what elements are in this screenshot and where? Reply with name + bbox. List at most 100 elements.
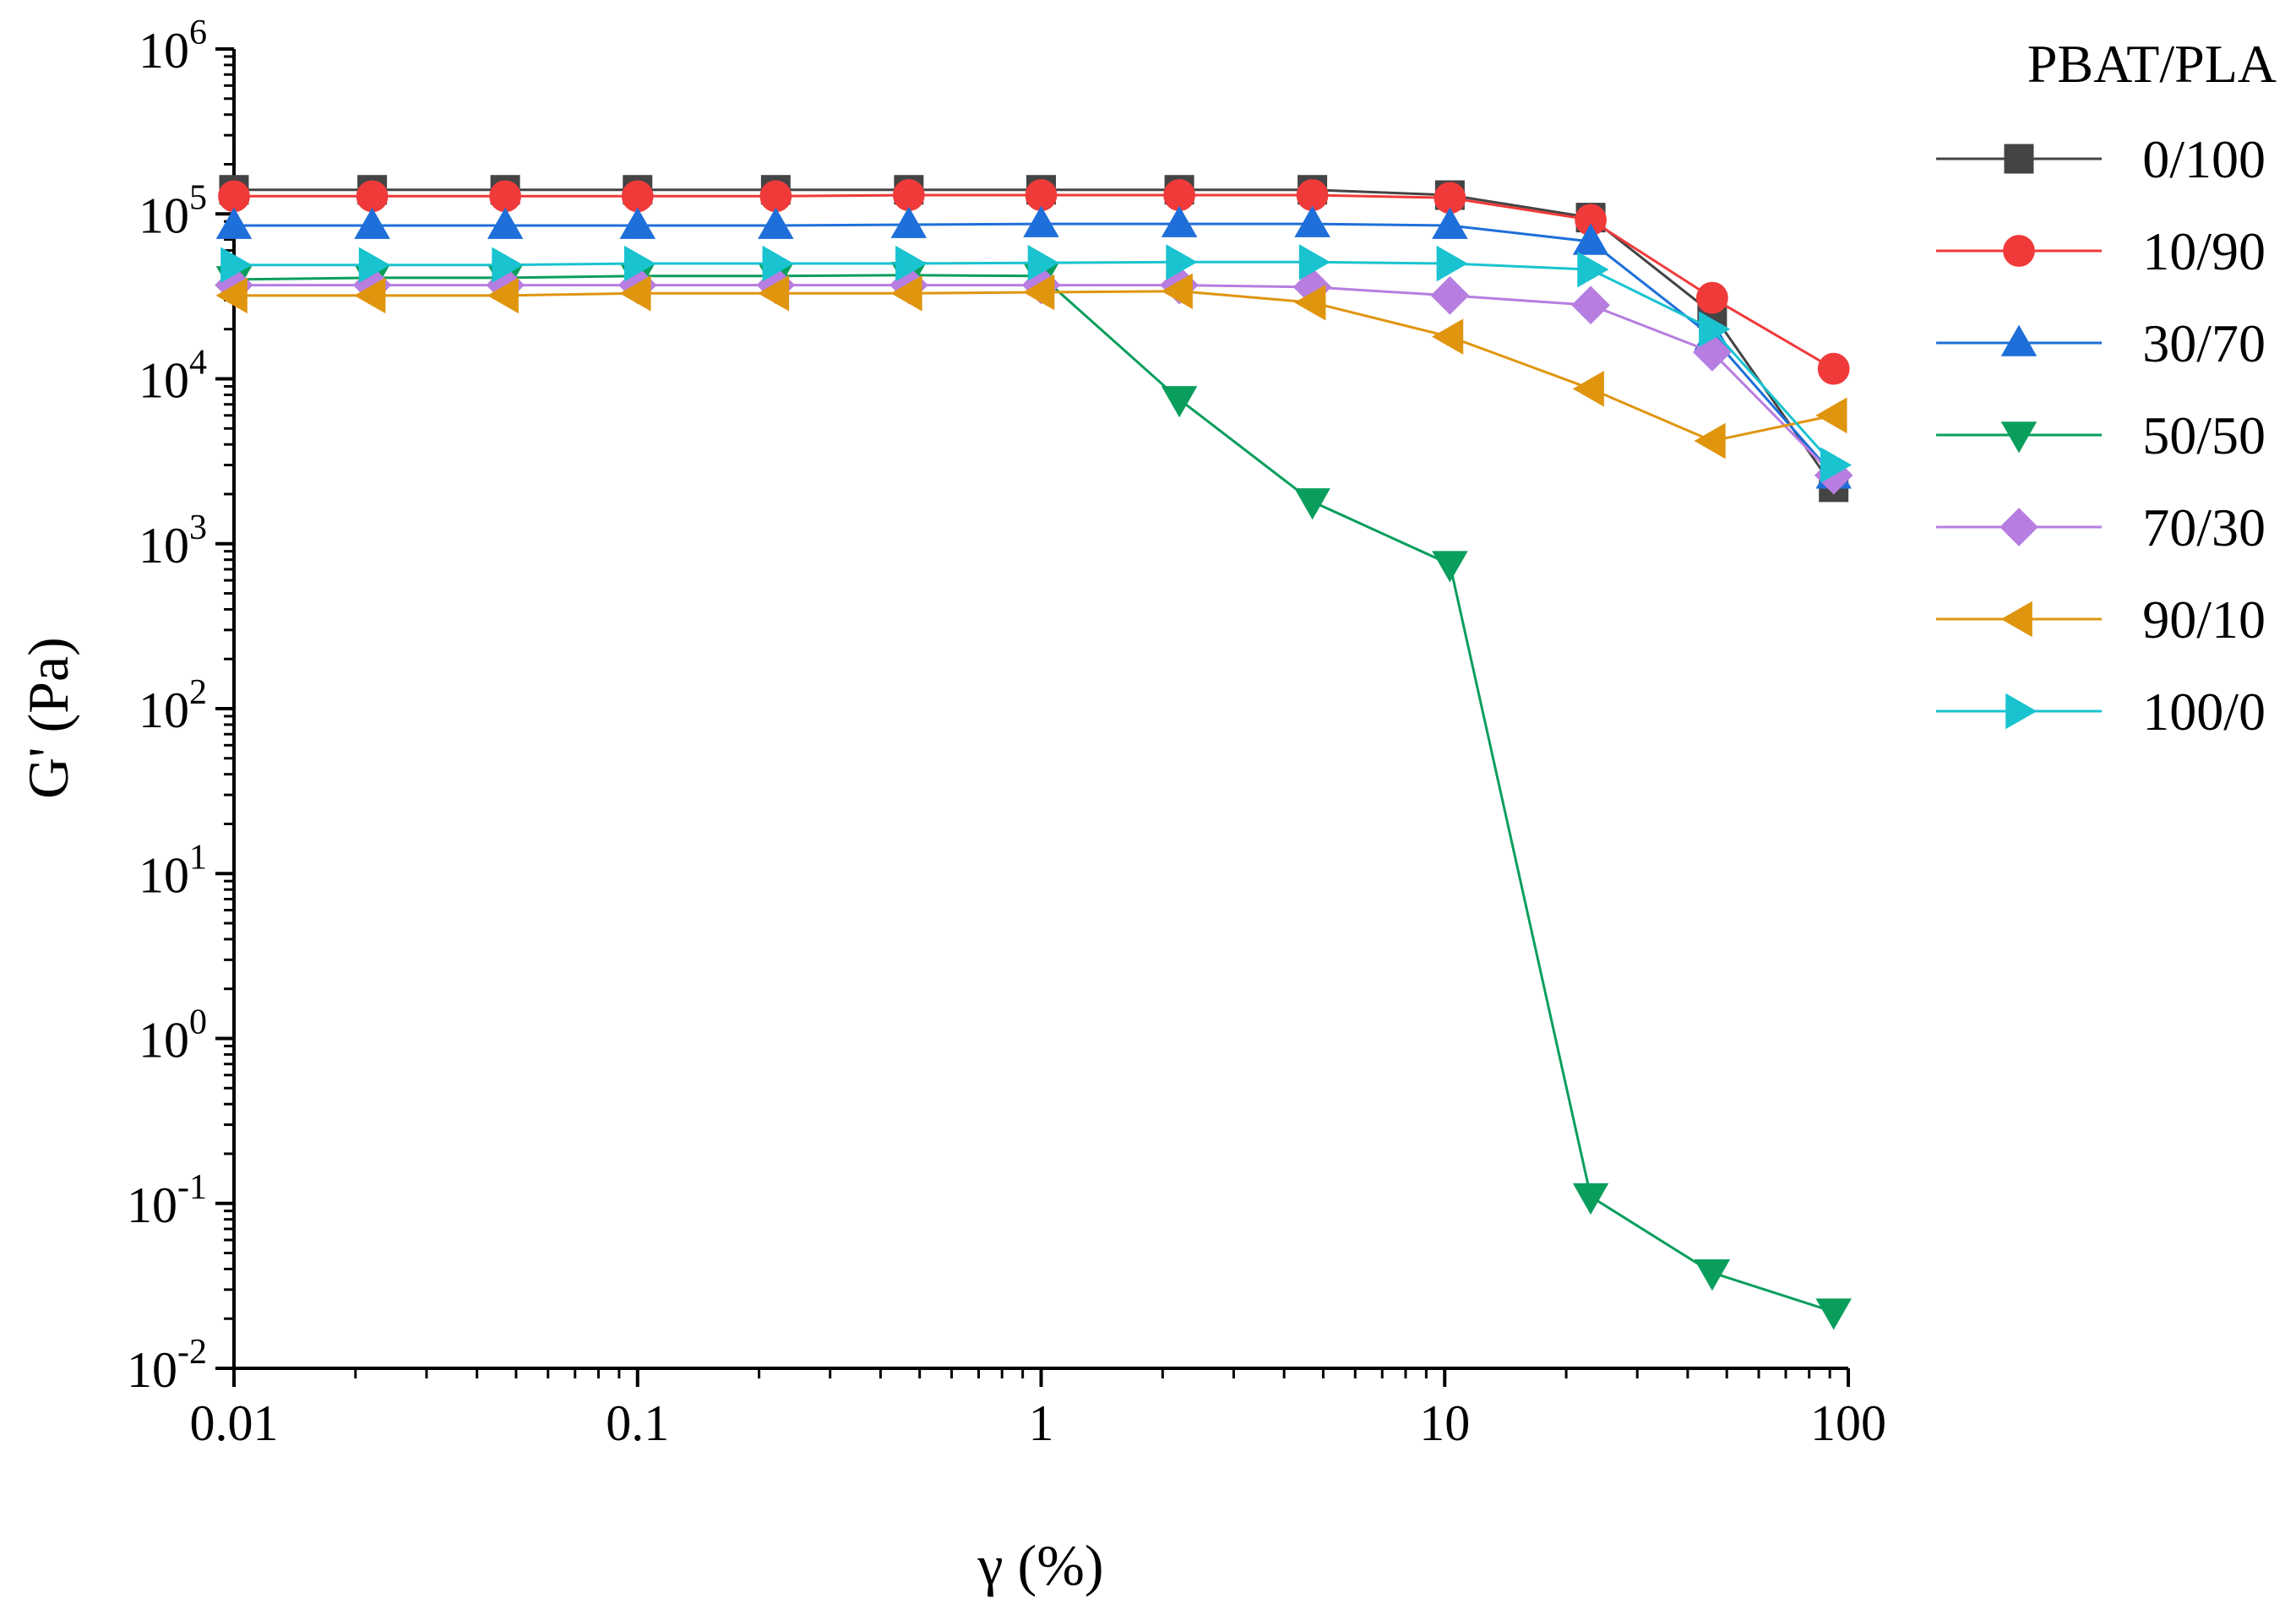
data-point bbox=[1161, 386, 1198, 418]
y-tick-label: 103 bbox=[139, 508, 207, 574]
data-point bbox=[218, 180, 250, 213]
data-point bbox=[1027, 244, 1059, 281]
legend-label: 100/0 bbox=[2142, 682, 2266, 742]
data-point bbox=[215, 277, 248, 314]
data-point bbox=[1432, 207, 1468, 239]
series-layer bbox=[215, 175, 1853, 1330]
legend-item: 50/50 bbox=[1936, 405, 2266, 465]
series-70-30 bbox=[215, 265, 1853, 495]
data-point bbox=[1815, 1298, 1852, 1330]
legend-label: 30/70 bbox=[2142, 313, 2266, 373]
x-tick-label: 0.1 bbox=[606, 1395, 669, 1451]
legend-title: PBAT/PLA bbox=[2027, 34, 2277, 94]
data-point bbox=[354, 207, 390, 239]
data-point bbox=[1436, 245, 1468, 282]
data-point bbox=[619, 275, 651, 312]
legend-label: 50/50 bbox=[2142, 405, 2266, 465]
data-point bbox=[1166, 244, 1198, 280]
x-tick-label: 10 bbox=[1419, 1395, 1470, 1451]
data-point bbox=[1023, 205, 1059, 237]
y-tick-label: 10-2 bbox=[127, 1333, 207, 1398]
data-point bbox=[358, 247, 391, 284]
y-axis-title: G' (Pa) bbox=[16, 637, 80, 799]
data-point bbox=[1431, 318, 1464, 355]
data-point bbox=[1572, 371, 1604, 407]
data-point bbox=[487, 277, 519, 314]
x-tick-label: 100 bbox=[1810, 1395, 1886, 1451]
data-point bbox=[890, 206, 928, 238]
data-point bbox=[1696, 281, 1728, 314]
data-point bbox=[1294, 488, 1330, 520]
data-point bbox=[1161, 273, 1193, 309]
data-point bbox=[619, 207, 656, 239]
data-point bbox=[1694, 1258, 1731, 1291]
data-point bbox=[1577, 251, 1609, 288]
x-tick-label: 1 bbox=[1029, 1395, 1054, 1451]
data-point bbox=[1694, 422, 1726, 459]
data-point bbox=[489, 180, 521, 213]
data-point bbox=[1430, 276, 1470, 315]
legend-marker bbox=[2000, 421, 2038, 454]
data-point bbox=[1432, 551, 1468, 583]
data-point bbox=[215, 207, 253, 239]
legend-item: 100/0 bbox=[1936, 682, 2266, 742]
data-point bbox=[1294, 205, 1330, 237]
data-point bbox=[1699, 311, 1731, 347]
data-point bbox=[892, 179, 925, 211]
data-point bbox=[1572, 1182, 1609, 1215]
data-point bbox=[1815, 397, 1847, 434]
legend-marker bbox=[2000, 324, 2038, 356]
series-100-0 bbox=[220, 244, 1853, 483]
legend-item: 30/70 bbox=[1936, 313, 2266, 373]
data-point bbox=[623, 245, 656, 282]
y-tick-label: 106 bbox=[139, 14, 207, 79]
legend-marker bbox=[2003, 235, 2035, 267]
data-point bbox=[1571, 285, 1610, 324]
data-point bbox=[759, 180, 792, 213]
data-point bbox=[757, 275, 790, 312]
data-point bbox=[1161, 205, 1198, 237]
legend-label: 0/100 bbox=[2142, 129, 2266, 189]
data-point bbox=[220, 247, 253, 284]
legend-item: 90/10 bbox=[1936, 590, 2266, 650]
data-point bbox=[758, 207, 794, 239]
y-tick-label: 100 bbox=[139, 1003, 207, 1068]
data-point bbox=[1298, 244, 1331, 280]
x-tick-label: 0.01 bbox=[190, 1395, 279, 1451]
legend-item: 0/100 bbox=[1936, 129, 2266, 189]
data-point bbox=[621, 180, 654, 213]
legend: PBAT/PLA 0/100 10/90 30/70 50/50 70/30 90/10 1… bbox=[1936, 34, 2277, 742]
data-point bbox=[356, 180, 389, 213]
data-point bbox=[487, 207, 524, 239]
data-point bbox=[1023, 274, 1055, 311]
series-50-50 bbox=[215, 262, 1852, 1330]
y-tick-label: 101 bbox=[139, 838, 207, 903]
axes: 0.01 0.1 1 10 100 10-2 10-1 100 101 102 103 104 105 1… bbox=[127, 14, 1886, 1451]
y-tick-label: 104 bbox=[139, 344, 207, 409]
legend-marker bbox=[2000, 601, 2032, 638]
legend-marker bbox=[2004, 144, 2034, 174]
data-point bbox=[895, 245, 928, 282]
legend-label: 70/30 bbox=[2142, 497, 2266, 557]
data-point bbox=[762, 245, 794, 282]
legend-label: 10/90 bbox=[2142, 221, 2266, 281]
series-90-10 bbox=[215, 273, 1847, 459]
data-point bbox=[1817, 352, 1850, 385]
data-point bbox=[1294, 284, 1326, 321]
data-point bbox=[1820, 447, 1853, 483]
data-point bbox=[1572, 223, 1609, 255]
legend-marker bbox=[2005, 693, 2038, 730]
legend-marker bbox=[1999, 508, 2038, 546]
legend-item: 70/30 bbox=[1936, 497, 2266, 557]
data-point bbox=[492, 247, 524, 284]
y-tick-label: 10-1 bbox=[127, 1168, 207, 1233]
data-point bbox=[890, 275, 922, 312]
legend-item: 10/90 bbox=[1936, 221, 2266, 281]
series-10-90 bbox=[218, 179, 1850, 385]
legend-label: 90/10 bbox=[2142, 590, 2266, 650]
series-line bbox=[233, 274, 1835, 1313]
x-axis-title: γ (%) bbox=[977, 1533, 1104, 1597]
y-tick-label: 102 bbox=[139, 673, 207, 738]
y-tick-label: 105 bbox=[139, 178, 207, 243]
